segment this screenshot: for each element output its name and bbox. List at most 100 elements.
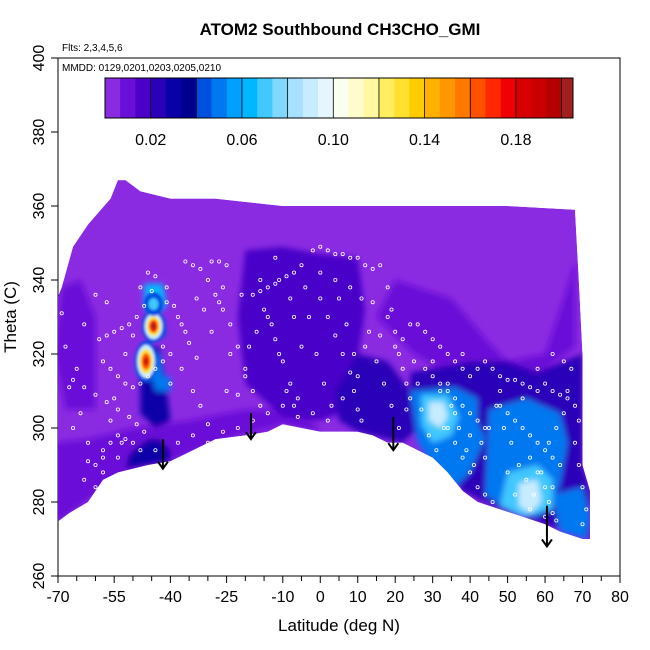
flight-track-point — [400, 366, 405, 371]
sample-point — [396, 425, 401, 430]
colorbar-cell — [272, 78, 289, 118]
y-tick-label: 280 — [31, 489, 48, 516]
flight-track-point — [284, 274, 289, 279]
colorbar-cell — [165, 78, 182, 118]
sample-point — [265, 411, 270, 416]
sample-point — [306, 314, 311, 319]
sample-point — [228, 351, 233, 356]
x-tick-label: -55 — [103, 589, 126, 606]
sample-point — [558, 462, 563, 467]
flight-track-point — [145, 374, 150, 379]
x-tick-label: 60 — [536, 589, 554, 606]
sample-point — [415, 381, 420, 386]
flight-track-point — [528, 385, 533, 390]
x-tick-label: 80 — [611, 589, 629, 606]
colorbar-cell — [378, 78, 395, 118]
flight-track-point — [453, 440, 458, 445]
sample-point — [74, 366, 79, 371]
sample-point — [71, 425, 76, 430]
flight-track — [483, 359, 540, 393]
sample-point — [310, 411, 315, 416]
heatmap-hotspots — [134, 292, 165, 383]
flight-track-point — [104, 400, 109, 405]
sample-point — [441, 425, 446, 430]
flight-track-point — [291, 403, 296, 408]
flight-track — [265, 314, 300, 419]
sample-point — [475, 366, 480, 371]
arrow-head — [245, 431, 257, 441]
flight-track-point — [160, 359, 165, 364]
sample-point — [86, 459, 91, 464]
colorbar-cell — [500, 78, 517, 118]
flight-track-point — [265, 314, 270, 319]
heatmap-region — [58, 409, 321, 525]
y-tick-label: 300 — [31, 415, 48, 442]
flight-track-point — [250, 292, 255, 297]
flight-track-point — [235, 344, 240, 349]
heatmap-hotspot — [143, 357, 149, 366]
sample-point — [243, 374, 248, 379]
colorbar-cell — [561, 78, 574, 118]
flight-track-point — [423, 329, 428, 334]
flight-track-point — [385, 285, 390, 290]
sample-point — [273, 255, 278, 260]
sample-point — [288, 296, 293, 301]
down-arrow — [387, 416, 400, 452]
flight-track-point — [112, 329, 117, 334]
flight-track-point — [220, 307, 225, 312]
y-tick-label: 260 — [31, 563, 48, 590]
flight-track-point — [565, 396, 570, 401]
sample-point — [453, 411, 458, 416]
flight-track-point — [408, 396, 413, 401]
flight-track-point — [71, 377, 76, 382]
flight-track-point — [528, 433, 533, 438]
sample-point — [280, 403, 285, 408]
flight-track-point — [576, 418, 581, 423]
sample-point — [385, 314, 390, 319]
sample-point — [205, 440, 210, 445]
sample-point — [254, 329, 259, 334]
sample-point — [561, 359, 566, 364]
sample-point — [344, 322, 349, 327]
sample-point — [524, 477, 529, 482]
flight-track-point — [205, 277, 210, 282]
colorbar-cell — [135, 78, 152, 118]
flight-track — [250, 263, 304, 297]
flight-track-point — [460, 366, 465, 371]
colorbar-cell — [150, 78, 167, 118]
sample-point — [509, 440, 514, 445]
colorbar-cell — [181, 78, 197, 118]
sample-point — [381, 381, 386, 386]
sample-point — [404, 407, 409, 412]
flight-track-point — [359, 418, 364, 423]
flight-track-point — [404, 381, 409, 386]
sample-point — [194, 296, 199, 301]
sample-point — [363, 344, 368, 349]
flight-track-point — [115, 433, 120, 438]
flight-track-point — [228, 322, 233, 327]
sample-point — [138, 448, 143, 453]
sample-point — [445, 381, 450, 386]
colorbar-cell — [211, 78, 228, 118]
arrow-head — [541, 538, 553, 549]
sample-point — [299, 344, 304, 349]
sample-point — [93, 292, 98, 297]
sample-point — [145, 270, 150, 275]
sample-point — [483, 455, 488, 460]
flight-track — [205, 277, 263, 408]
flight-track-point — [348, 370, 353, 375]
heatmap-domain — [58, 180, 590, 539]
flight-track-point — [378, 263, 383, 268]
sample-point — [67, 385, 72, 390]
flights-subtitle: Flts: 2,3,4,5,6 — [62, 43, 123, 54]
flight-track-point — [340, 351, 345, 356]
flight-track — [82, 433, 135, 482]
sample-point — [516, 462, 521, 467]
flight-track-point — [123, 381, 128, 386]
colorbar-cell — [455, 78, 471, 118]
sample-point — [217, 300, 222, 305]
flight-track-point — [295, 414, 300, 419]
sample-point — [528, 507, 533, 512]
x-tick-label: 10 — [349, 589, 367, 606]
sample-point — [314, 351, 319, 356]
